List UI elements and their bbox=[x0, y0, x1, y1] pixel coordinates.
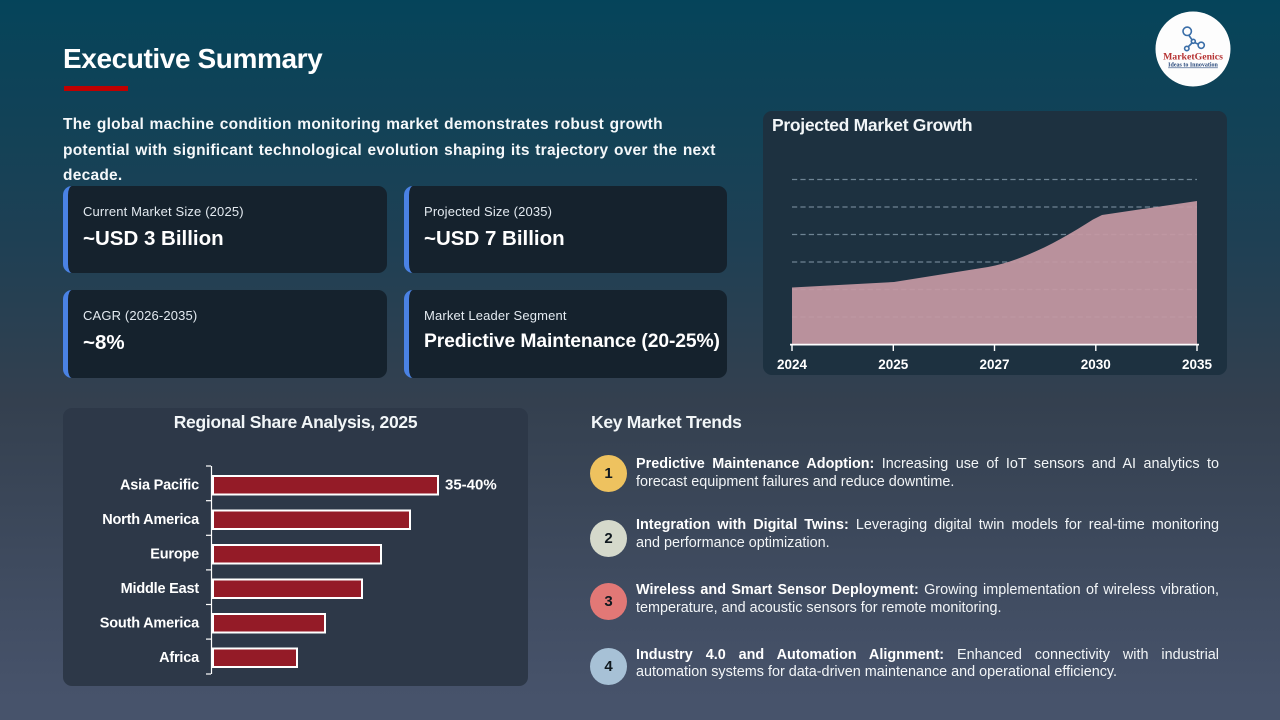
svg-text:2027: 2027 bbox=[979, 357, 1009, 372]
svg-text:Africa: Africa bbox=[159, 650, 200, 666]
svg-text:Europe: Europe bbox=[150, 547, 199, 563]
svg-text:South America: South America bbox=[100, 616, 200, 632]
svg-text:2035: 2035 bbox=[1182, 357, 1213, 372]
svg-text:Asia Pacific: Asia Pacific bbox=[120, 478, 199, 494]
svg-text:2025: 2025 bbox=[878, 357, 909, 372]
svg-text:Ideas to Innovation: Ideas to Innovation bbox=[1168, 63, 1218, 69]
svg-text:2024: 2024 bbox=[777, 357, 808, 372]
svg-text:Middle East: Middle East bbox=[121, 581, 200, 597]
svg-text:MarketGenics: MarketGenics bbox=[1163, 51, 1223, 62]
svg-text:35-40%: 35-40% bbox=[445, 477, 497, 494]
svg-text:North America: North America bbox=[102, 512, 200, 528]
svg-text:2030: 2030 bbox=[1081, 357, 1111, 372]
